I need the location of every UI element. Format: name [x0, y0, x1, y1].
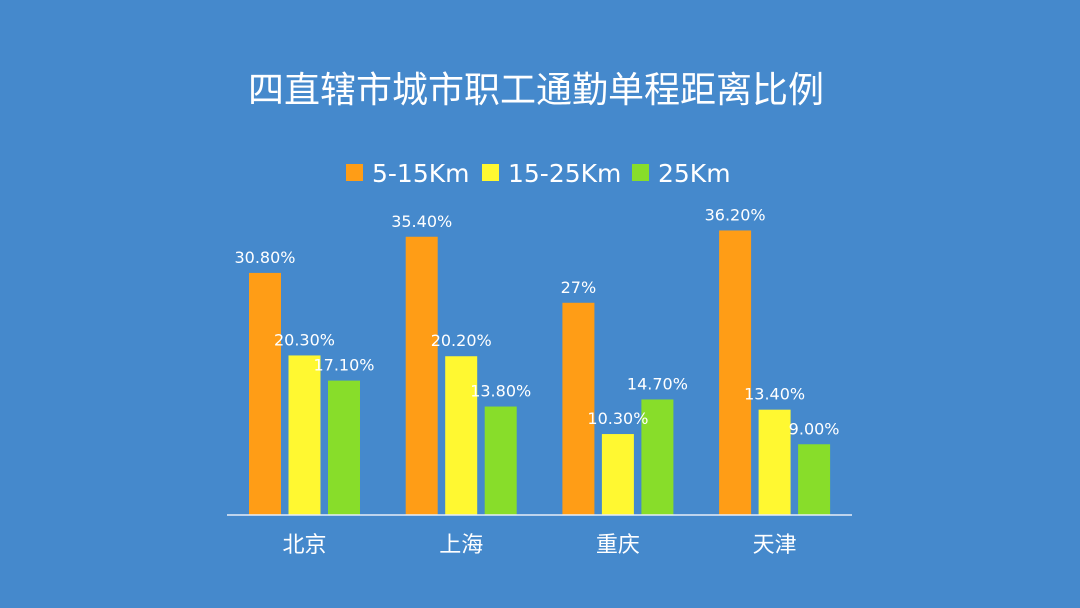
data-label-2-1: 10.30%: [587, 409, 648, 428]
data-labels-group: 30.80% 20.30% 17.10% 35.40% 20.20% 13.80% 27% 1…: [234, 205, 839, 438]
legend-label-2: 25Km: [658, 159, 731, 188]
category-label-2: 重庆: [596, 533, 640, 558]
legend-swatch-0: [346, 164, 363, 181]
bar-1-1: [445, 356, 478, 515]
bar-2-2: [641, 399, 674, 515]
bar-0-2: [328, 380, 360, 515]
category-label-3: 天津: [753, 533, 797, 558]
data-label-3-2: 9.00%: [789, 419, 840, 438]
data-label-3-1: 13.40%: [744, 385, 805, 404]
category-labels-group: 北京 上海 重庆 天津: [282, 533, 796, 558]
legend-label-1: 15-25Km: [508, 159, 621, 188]
bar-1-2: [484, 406, 517, 515]
bar-3-1: [758, 409, 791, 515]
bar-3-2: [798, 444, 831, 515]
legend-swatch-2: [632, 164, 649, 181]
data-label-1-1: 20.20%: [431, 331, 492, 350]
bar-2-1: [601, 434, 634, 515]
bar-0-1: [288, 355, 321, 515]
legend-swatch-1: [482, 164, 499, 181]
data-label-0-2: 17.10%: [313, 356, 374, 375]
data-label-1-0: 35.40%: [391, 212, 452, 231]
bar-1-0: [405, 236, 438, 516]
bars-group: [249, 230, 831, 516]
data-label-1-2: 13.80%: [470, 382, 531, 401]
data-label-0-1: 20.30%: [274, 330, 335, 349]
data-label-2-0: 27%: [561, 278, 597, 297]
chart-title: 四直辖市城市职工通勤单程距离比例: [248, 70, 824, 111]
category-label-1: 上海: [439, 533, 483, 558]
data-label-2-2: 14.70%: [627, 374, 688, 393]
data-label-3-0: 36.20%: [705, 205, 766, 224]
category-label-0: 北京: [282, 533, 326, 558]
bar-3-0: [719, 230, 752, 515]
data-label-0-0: 30.80%: [234, 248, 295, 267]
bar-2-0: [562, 302, 595, 515]
legend: 5-15Km 15-25Km 25Km: [346, 159, 731, 188]
bar-0-0: [249, 272, 281, 515]
legend-label-0: 5-15Km: [372, 159, 470, 188]
